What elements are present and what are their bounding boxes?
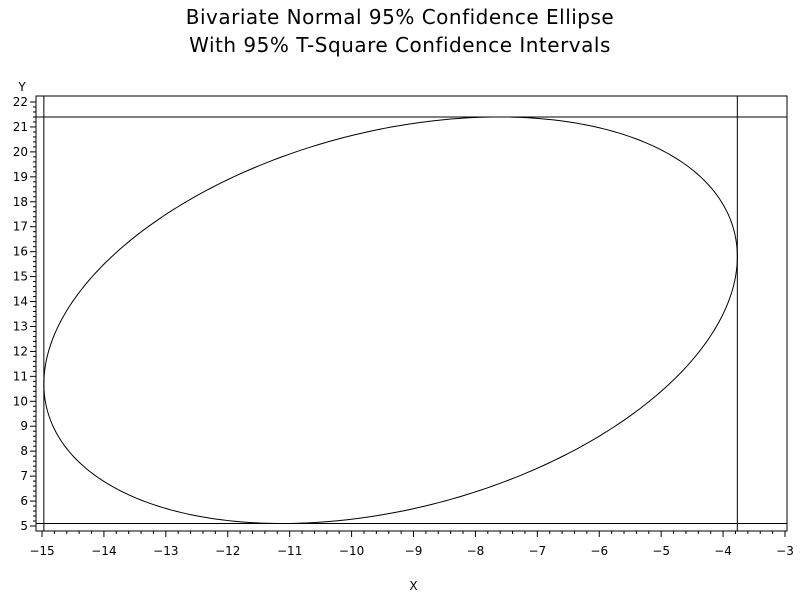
y-tick-label: 14 — [13, 295, 28, 309]
y-axis: 5 6 7 8 9 10 11 12 13 14 15 16 17 18 19 20 21 22 — [13, 95, 36, 533]
y-tick-label: 13 — [13, 319, 28, 333]
chart-title: Bivariate Normal 95% Confidence Ellipse — [185, 5, 615, 29]
y-tick-label: 12 — [13, 344, 28, 358]
x-axis-label: X — [409, 579, 417, 593]
y-tick-label: 20 — [13, 145, 28, 159]
y-tick-label: 7 — [20, 469, 28, 483]
y-tick-label: 6 — [20, 494, 28, 508]
y-tick-label: 8 — [20, 444, 28, 458]
y-tick-label: 21 — [13, 120, 28, 134]
y-tick-label: 15 — [13, 270, 28, 284]
y-tick-label: 16 — [13, 245, 28, 259]
x-tick-label: −5 — [652, 544, 670, 558]
x-tick-label: −3 — [776, 544, 794, 558]
y-tick-label: 19 — [13, 170, 28, 184]
y-tick-label: 11 — [13, 369, 28, 383]
confidence-interval-lines — [36, 96, 787, 531]
x-tick-label: −12 — [215, 544, 240, 558]
y-tick-label: 18 — [13, 195, 28, 209]
x-tick-label: −9 — [405, 544, 423, 558]
y-tick-label: 22 — [13, 95, 28, 109]
x-tick-label: −15 — [29, 544, 54, 558]
y-tick-label: 17 — [13, 220, 28, 234]
confidence-ellipse — [43, 116, 738, 525]
x-tick-label: −10 — [339, 544, 364, 558]
x-tick-label: −4 — [714, 544, 732, 558]
x-tick-label: −7 — [528, 544, 546, 558]
chart-subtitle: With 95% T-Square Confidence Intervals — [189, 33, 611, 57]
x-axis: −15 −14 −13 −12 −11 −10 −9 −8 −7 −6 −5 −4 −3 — [29, 531, 794, 558]
x-tick-label: −8 — [467, 544, 485, 558]
plot-frame — [35, 95, 788, 532]
y-tick-label: 9 — [20, 419, 28, 433]
x-tick-label: −13 — [153, 544, 178, 558]
x-tick-label: −11 — [277, 544, 302, 558]
y-axis-label: Y — [17, 80, 26, 94]
y-tick-label: 5 — [20, 519, 28, 533]
x-tick-label: −14 — [91, 544, 116, 558]
y-tick-label: 10 — [13, 394, 28, 408]
x-tick-label: −6 — [590, 544, 608, 558]
